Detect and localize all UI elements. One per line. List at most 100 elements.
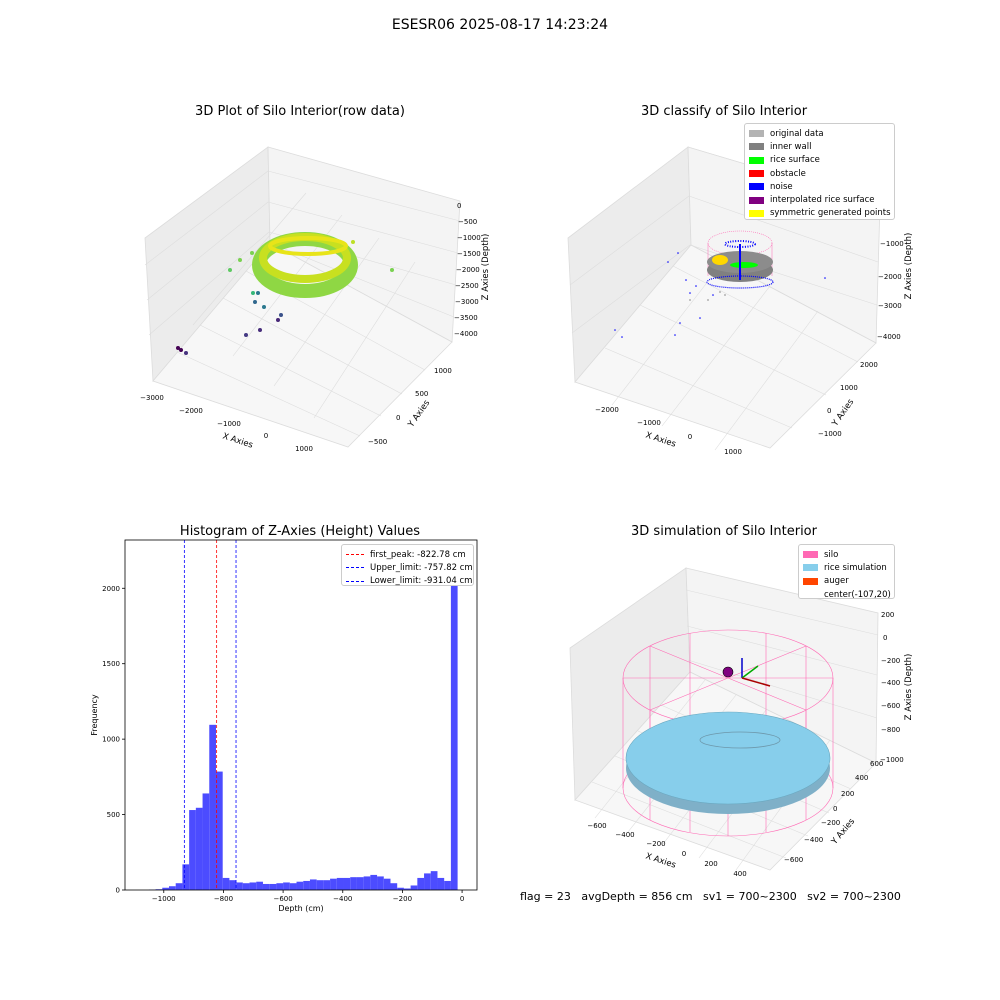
p1-ztick: −1000 xyxy=(457,234,481,242)
panel1-point-cloud xyxy=(176,232,394,355)
panel1-axes-panes xyxy=(144,146,461,448)
legend-swatch xyxy=(803,564,818,572)
histogram-xticks: −1000 −800 −600 −400 −200 0 xyxy=(152,890,464,903)
p1-ztick: −2000 xyxy=(456,266,480,274)
panel4-3d-plot: −600 −400 −200 0 200 400 −600 −400 −200 … xyxy=(569,567,914,878)
p4-ytick: −200 xyxy=(821,819,840,827)
histogram-yticks: 0 500 1000 1500 2000 xyxy=(102,585,125,895)
histogram-bar xyxy=(370,874,378,890)
legend-item-noise: noise xyxy=(749,180,888,193)
histogram-bar xyxy=(202,793,210,890)
panel2-3d-plot: −2000 −1000 0 1000 −1000 0 1000 2000 0 −… xyxy=(567,146,914,456)
p4-ytick: 0 xyxy=(833,805,837,813)
p4-ytick: −400 xyxy=(804,836,823,844)
legend-swatch xyxy=(803,551,818,559)
p2-xtick: 1000 xyxy=(724,448,742,456)
p4-ytick: −600 xyxy=(784,856,803,864)
histogram-ytick-label: 2000 xyxy=(102,585,120,593)
histogram-bar xyxy=(343,877,351,890)
p1-ztick: 0 xyxy=(457,202,461,210)
panel1-title: 3D Plot of Silo Interior(row data) xyxy=(195,104,405,119)
p4-ztick: −1000 xyxy=(880,756,904,764)
status-footer: flag = 23 avgDepth = 856 cm sv1 = 700~23… xyxy=(520,890,901,903)
legend-swatch xyxy=(803,577,818,585)
histogram-bar xyxy=(269,883,277,890)
histogram-ytick-label: 500 xyxy=(107,811,120,819)
histogram-bar xyxy=(222,877,230,890)
histogram-xtick-label: 0 xyxy=(460,895,464,903)
histogram-bar xyxy=(303,880,310,890)
histogram-bar xyxy=(309,879,317,890)
histogram-bar xyxy=(403,888,411,890)
legend-item-original-data: original data xyxy=(749,127,888,140)
histogram-bar xyxy=(444,880,451,890)
histogram-bar xyxy=(276,883,284,890)
legend-item-first-peak: first_peak: -822.78 cm xyxy=(346,548,467,561)
p4-xtick: 200 xyxy=(704,860,717,868)
histogram-ylabel: Frequency xyxy=(90,694,99,736)
p1-ztick: −1500 xyxy=(457,250,481,258)
panel2-title: 3D classify of Silo Interior xyxy=(640,104,808,119)
histogram-legend: first_peak: -822.78 cm Upper_limit: -757… xyxy=(341,544,474,586)
p1-ytick: −500 xyxy=(368,438,387,446)
panel4-rice-surface xyxy=(625,711,831,814)
histogram-bar xyxy=(289,883,297,890)
p1-ytick: 500 xyxy=(415,390,428,398)
histogram-bar xyxy=(283,882,290,890)
legend-swatch xyxy=(749,156,764,164)
p1-xtick: 0 xyxy=(264,432,268,440)
histogram-bar xyxy=(397,887,404,890)
histogram-bars xyxy=(148,555,458,890)
p2-ytick: 1000 xyxy=(840,384,858,392)
histogram-bar xyxy=(383,878,391,890)
figure-title: ESESR06 2025-08-17 14:23:24 xyxy=(391,17,609,33)
histogram-bar xyxy=(162,887,169,890)
panel4-title: 3D simulation of Silo Interior xyxy=(631,524,817,539)
p2-ytick: −1000 xyxy=(818,430,842,438)
p4-ytick: 400 xyxy=(855,774,868,782)
legend-item-silo: silo xyxy=(803,548,888,561)
legend-item-auger: auger xyxy=(803,575,888,588)
histogram-vlines xyxy=(183,540,237,890)
legend-swatch xyxy=(749,170,764,178)
legend-swatch xyxy=(749,196,764,204)
histogram-bar xyxy=(209,724,216,890)
histogram-bar xyxy=(169,886,176,890)
histogram-bar xyxy=(189,810,196,890)
legend-item-obstacle: obstacle xyxy=(749,167,888,180)
p1-ylabel: Y Axies xyxy=(406,398,433,430)
panel3-title: Histogram of Z-Axies (Height) Values xyxy=(179,524,421,539)
p4-ytick: 600 xyxy=(870,760,883,768)
p4-ztick: −800 xyxy=(881,726,900,734)
legend-item-inner-wall: inner wall xyxy=(749,140,888,153)
histogram-xtick-label: −400 xyxy=(333,895,352,903)
histogram-bar xyxy=(424,873,431,890)
histogram-xlabel: Depth (cm) xyxy=(278,904,323,913)
histogram-bar xyxy=(323,880,331,890)
histogram-bar xyxy=(450,555,458,890)
p2-ztick: −1000 xyxy=(880,240,904,248)
legend-item-rice-simulation: rice simulation xyxy=(803,561,888,574)
legend-item-center: center(-107,20) xyxy=(803,588,891,601)
legend-swatch xyxy=(803,591,818,598)
legend-swatch xyxy=(749,143,764,151)
p2-xtick: −2000 xyxy=(595,406,619,414)
histogram-frame xyxy=(124,539,478,891)
p2-ztick: −4000 xyxy=(877,333,901,341)
p1-ztick: −4000 xyxy=(454,330,478,338)
p2-xlabel: X Axies xyxy=(644,430,677,449)
histogram-bar xyxy=(242,883,250,890)
p4-xlabel: X Axies xyxy=(644,851,677,870)
p4-ztick: 200 xyxy=(881,611,894,619)
histogram-xtick-label: −200 xyxy=(393,895,412,903)
histogram-bar xyxy=(350,877,357,890)
histogram-bar xyxy=(215,771,223,890)
histogram-bar xyxy=(410,885,418,890)
p1-xtick: −1000 xyxy=(217,420,241,428)
histogram-bar xyxy=(296,881,304,890)
histogram-bar xyxy=(390,883,398,890)
p2-ylabel: Y Axies xyxy=(830,397,857,429)
p2-ytick: 2000 xyxy=(860,361,878,369)
p4-xtick: −400 xyxy=(615,831,634,839)
p2-ztick: −3000 xyxy=(878,302,902,310)
